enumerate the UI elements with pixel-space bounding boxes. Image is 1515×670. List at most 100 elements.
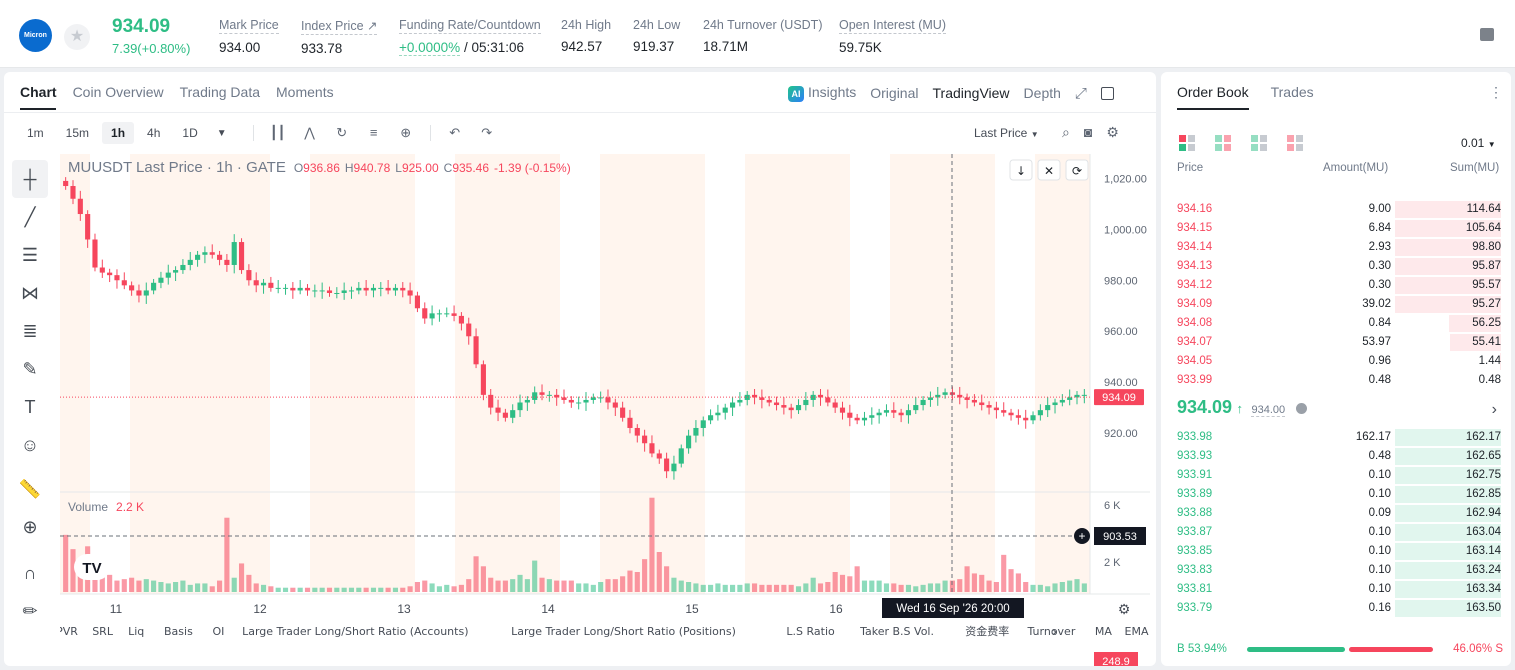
expand-icon[interactable]: ⤢ xyxy=(1074,84,1087,102)
price-source-select[interactable]: Last Price ▼ xyxy=(974,126,1039,140)
collapse-icon-box[interactable] xyxy=(1037,159,1061,181)
stat-24h-high: 24h High 942.57 xyxy=(561,18,612,54)
ask-row[interactable]: 934.05 0.96 1.44 xyxy=(1161,352,1511,371)
replay-icon[interactable]: ↻ xyxy=(336,125,348,140)
indicator-tab[interactable]: Large Trader Long/Short Ratio (Positions… xyxy=(511,625,736,638)
crosshair-icon[interactable]: ┼ xyxy=(12,160,48,198)
add-indicator-icon[interactable]: ⊕ xyxy=(400,125,412,140)
ruler-icon[interactable]: 📏 xyxy=(18,478,42,499)
stat-open-interest[interactable]: Open Interest (MU) 59.75K xyxy=(839,18,946,55)
indicators-icon[interactable]: ⋀ xyxy=(304,125,315,140)
templates-icon[interactable]: ≡ xyxy=(369,125,378,140)
tab-chart[interactable]: Chart xyxy=(20,84,57,100)
bid-row[interactable]: 933.85 0.10 163.14 xyxy=(1161,542,1511,561)
fullscreen-icon[interactable] xyxy=(1100,86,1114,100)
text-icon[interactable]: T xyxy=(24,396,36,417)
ask-row[interactable]: 933.99 0.48 0.48 xyxy=(1161,371,1511,390)
indicator-tab[interactable]: Large Trader Long/Short Ratio (Accounts) xyxy=(242,625,468,638)
refresh-icon-box[interactable] xyxy=(1065,159,1089,181)
emoji-icon[interactable]: ☺ xyxy=(20,434,40,455)
stat-mark-price[interactable]: Mark Price 934.00 xyxy=(219,18,279,55)
bid-row[interactable]: 933.98 162.17 162.17 xyxy=(1161,428,1511,447)
tab-trading-data[interactable]: Trading Data xyxy=(179,84,261,100)
ask-row[interactable]: 934.16 9.00 114.64 xyxy=(1161,200,1511,219)
indicator-tab[interactable]: L.S Ratio xyxy=(786,625,835,638)
view-original[interactable]: Original xyxy=(870,85,919,101)
chevron-right-icon[interactable]: › xyxy=(1491,401,1497,418)
indicator-tab[interactable]: EMA xyxy=(1125,625,1149,638)
bid-row[interactable]: 933.83 0.10 163.24 xyxy=(1161,561,1511,580)
arrow-down-icon-box[interactable] xyxy=(1009,159,1033,181)
order-price: 933.79 xyxy=(1177,602,1213,614)
bids-only-icon[interactable] xyxy=(1251,135,1267,151)
depth-bar xyxy=(1395,524,1501,541)
search-icon[interactable]: ⌕ xyxy=(1062,124,1070,140)
magnet-icon[interactable]: ∩ xyxy=(23,562,37,583)
brush-icon[interactable]: ✎ xyxy=(22,358,38,379)
ask-row[interactable]: 934.08 0.84 56.25 xyxy=(1161,314,1511,333)
bid-row[interactable]: 933.91 0.10 162.75 xyxy=(1161,466,1511,485)
trend-line-icon[interactable]: ╱ xyxy=(24,206,36,227)
ask-row[interactable]: 934.15 6.84 105.64 xyxy=(1161,219,1511,238)
indicator-tab[interactable]: OI xyxy=(213,625,225,638)
timeframe-dropdown-icon[interactable]: ▼ xyxy=(216,127,227,139)
indicator-tab[interactable]: MA xyxy=(1095,625,1112,638)
more-icon[interactable]: ⋮ xyxy=(1489,84,1503,100)
ask-row[interactable]: 934.13 0.30 95.87 xyxy=(1161,257,1511,276)
candle-body xyxy=(473,336,479,365)
redo-icon[interactable]: ↷ xyxy=(481,125,493,140)
view-depth[interactable]: Depth xyxy=(1023,85,1061,101)
bid-row[interactable]: 933.88 0.09 162.94 xyxy=(1161,504,1511,523)
indicator-tab[interactable]: SRL xyxy=(92,625,114,638)
zoom-in-icon[interactable]: ⊕ xyxy=(22,516,38,537)
bid-row[interactable]: 933.87 0.10 163.04 xyxy=(1161,523,1511,542)
split-icon[interactable] xyxy=(1215,135,1231,151)
pencil-lock-icon[interactable]: ✏ xyxy=(22,600,38,621)
tab-trades[interactable]: Trades xyxy=(1270,84,1314,100)
refresh-icon[interactable]: ⟳ xyxy=(1072,164,1082,178)
ask-row[interactable]: 934.07 53.97 55.41 xyxy=(1161,333,1511,352)
timeframe-1h[interactable]: 1h xyxy=(102,122,135,144)
precision-select[interactable]: 0.01 ▼ xyxy=(1461,136,1496,150)
timeframe-1m[interactable]: 1m xyxy=(27,126,44,140)
undo-icon[interactable]: ↶ xyxy=(449,125,461,140)
camera-icon[interactable]: ◙ xyxy=(1083,124,1093,140)
ask-row[interactable]: 934.12 0.30 95.57 xyxy=(1161,276,1511,295)
indicator-tab[interactable]: Turnover xyxy=(1027,625,1076,638)
chart-view-switch: AI Insights Original TradingView Depth ⤢ xyxy=(788,84,1114,102)
indicator-tab[interactable]: Taker B.S Vol. xyxy=(859,625,934,638)
favorite-star-icon[interactable]: ★ xyxy=(64,24,90,50)
arrow-down-icon[interactable]: ↓ xyxy=(1016,164,1026,178)
timeframe-1d[interactable]: 1D xyxy=(182,126,198,140)
both-sides-icon[interactable] xyxy=(1179,135,1195,151)
bid-row[interactable]: 933.93 0.48 162.65 xyxy=(1161,447,1511,466)
ask-row[interactable]: 934.14 2.93 98.80 xyxy=(1161,238,1511,257)
collapse-icon[interactable]: ✕ xyxy=(1044,164,1054,178)
asks-only-icon[interactable] xyxy=(1287,135,1303,151)
tab-order-book[interactable]: Order Book xyxy=(1177,84,1249,100)
tab-coin-overview[interactable]: Coin Overview xyxy=(72,84,164,100)
stat-index-price[interactable]: Index Price ↗ 933.78 xyxy=(301,19,378,56)
view-insights[interactable]: AI Insights xyxy=(788,84,856,102)
indicator-tab[interactable]: Basis xyxy=(164,625,193,638)
indicator-tab[interactable]: LPVR xyxy=(60,625,78,638)
bid-row[interactable]: 933.89 0.10 162.85 xyxy=(1161,485,1511,504)
timeframe-4h[interactable]: 4h xyxy=(147,126,161,140)
book-icon[interactable] xyxy=(1480,28,1494,41)
ask-row[interactable]: 934.09 39.02 95.27 xyxy=(1161,295,1511,314)
bid-row[interactable]: 933.81 0.10 163.34 xyxy=(1161,580,1511,599)
pattern-icon[interactable]: ⋈ xyxy=(21,282,39,303)
stat-funding-rate[interactable]: Funding Rate/Countdown +0.0000% / 05:31:… xyxy=(399,18,541,56)
fib-icon[interactable]: ≣ xyxy=(22,320,38,341)
candle-type-icon[interactable]: ┃┃ xyxy=(269,125,286,140)
horizontal-lines-icon[interactable]: ☰ xyxy=(21,244,39,265)
price-chart[interactable]: 1,020.00 1,000.00 980.00 960.00 940.00 920.00… xyxy=(60,154,1150,666)
bid-row[interactable]: 933.79 0.16 163.50 xyxy=(1161,599,1511,618)
indicator-tab[interactable]: Liq xyxy=(128,625,144,638)
timeframe-15m[interactable]: 15m xyxy=(65,126,90,140)
tab-moments[interactable]: Moments xyxy=(276,84,334,100)
gear-icon[interactable]: ⚙ xyxy=(1106,124,1119,140)
indicator-tab[interactable]: 资金费率 xyxy=(965,624,1009,638)
view-tradingview[interactable]: TradingView xyxy=(932,85,1010,101)
mid-price[interactable]: 934.09 ↑ 934.00 › xyxy=(1177,397,1497,425)
